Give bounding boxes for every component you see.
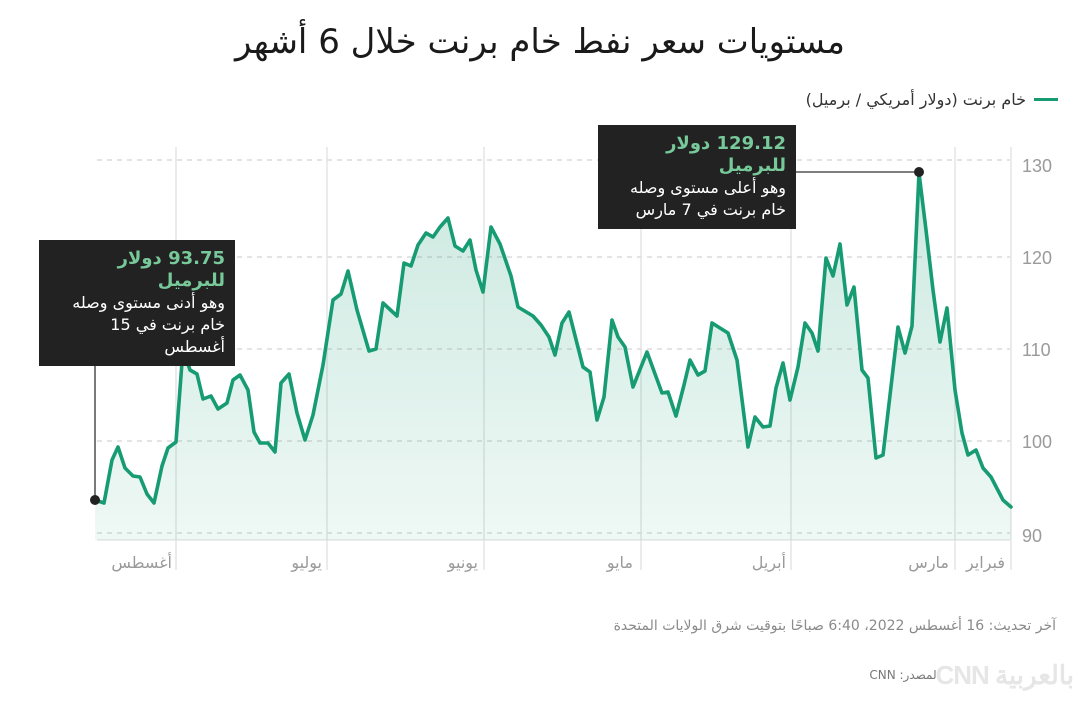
x-tick-march: مارس: [908, 553, 949, 573]
legend: خام برنت (دولار أمريكي / برميل): [806, 90, 1058, 109]
legend-line-swatch-icon: [1034, 98, 1058, 101]
high-annotation-line1: وهو أعلى مستوى وصله: [630, 178, 786, 197]
low-point-marker: [90, 495, 100, 505]
x-axis-labels: فبراير مارس أبريل مايو يونيو يوليو أغسطس: [111, 552, 1005, 573]
y-tick-90: 90: [1022, 526, 1042, 546]
low-annotation-value: 93.75 دولار للبرميل: [117, 248, 225, 291]
x-tick-may: مايو: [606, 553, 633, 573]
y-tick-110: 110: [1022, 340, 1051, 360]
low-annotation-line1: وهو أدنى مستوى وصله: [72, 293, 225, 312]
x-tick-april: أبريل: [752, 552, 786, 573]
chart-title: مستويات سعر نفط خام برنت خلال 6 أشهر: [235, 22, 845, 62]
high-annotation-line2: خام برنت في 7 مارس: [635, 200, 786, 219]
high-point-marker: [914, 167, 924, 177]
x-tick-august: أغسطس: [111, 552, 172, 573]
low-annotation-line2: خام برنت في 15 أغسطس: [110, 315, 225, 356]
low-annotation-box: 93.75 دولار للبرميل وهو أدنى مستوى وصله …: [39, 240, 235, 366]
x-tick-june: يونيو: [447, 553, 478, 573]
y-tick-120: 120: [1022, 248, 1052, 268]
cnn-arabic-logo-icon: CNN بالعربية: [935, 660, 1075, 690]
x-tick-february: فبراير: [965, 553, 1005, 573]
last-updated-text: آخر تحديث: 16 أغسطس 2022، 6:40 صباحًا بت…: [613, 618, 1056, 634]
y-tick-130: 130: [1022, 156, 1052, 176]
area-fill: [95, 173, 1011, 540]
source-text: المصدر: CNN: [869, 668, 940, 682]
x-tick-july: يوليو: [290, 553, 322, 573]
brent-price-line: [93, 171, 1013, 509]
high-annotation-box: 129.12 دولار للبرميل وهو أعلى مستوى وصله…: [598, 125, 796, 229]
y-tick-100: 100: [1022, 432, 1052, 452]
legend-label: خام برنت (دولار أمريكي / برميل): [805, 90, 1026, 109]
high-annotation-value: 129.12 دولار للبرميل: [666, 133, 786, 176]
y-axis-labels: 130 120 110 100 90: [1022, 156, 1052, 546]
line-chart: 130 120 110 100 90 فبراير مارس أبريل ماي…: [90, 147, 1052, 573]
